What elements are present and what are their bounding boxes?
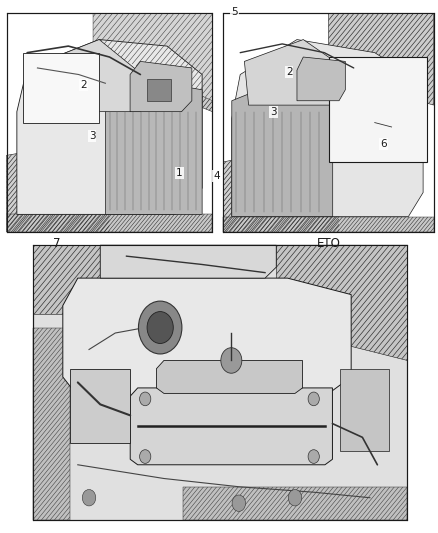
Polygon shape: [156, 360, 303, 393]
Text: 6: 6: [380, 139, 387, 149]
Text: 7: 7: [53, 237, 61, 250]
Polygon shape: [7, 144, 109, 232]
Circle shape: [140, 392, 151, 406]
Polygon shape: [33, 245, 407, 520]
Polygon shape: [183, 487, 407, 520]
Polygon shape: [33, 245, 100, 314]
Text: 1: 1: [176, 168, 183, 178]
Circle shape: [288, 489, 302, 506]
Polygon shape: [223, 149, 339, 232]
Polygon shape: [130, 61, 192, 112]
Text: 3: 3: [270, 107, 277, 117]
Circle shape: [138, 301, 182, 354]
Text: 4: 4: [213, 171, 220, 181]
Polygon shape: [147, 79, 171, 101]
Circle shape: [221, 348, 242, 373]
Polygon shape: [232, 39, 423, 216]
Circle shape: [140, 450, 151, 463]
Polygon shape: [27, 39, 161, 112]
Polygon shape: [340, 369, 389, 451]
Text: ETO: ETO: [317, 237, 340, 250]
Polygon shape: [63, 278, 351, 396]
Polygon shape: [71, 369, 130, 443]
Polygon shape: [17, 39, 202, 214]
Polygon shape: [244, 39, 360, 105]
Text: 5: 5: [231, 7, 238, 17]
Circle shape: [232, 495, 246, 511]
Circle shape: [82, 489, 96, 506]
Polygon shape: [223, 13, 434, 232]
Polygon shape: [99, 13, 212, 112]
Polygon shape: [106, 79, 202, 214]
Polygon shape: [232, 75, 333, 216]
Polygon shape: [328, 57, 427, 162]
Polygon shape: [328, 13, 434, 105]
Polygon shape: [33, 327, 71, 520]
Polygon shape: [297, 57, 345, 101]
Polygon shape: [7, 13, 212, 232]
Polygon shape: [223, 216, 434, 232]
Polygon shape: [276, 245, 407, 360]
Polygon shape: [93, 13, 212, 101]
Polygon shape: [23, 53, 99, 123]
Circle shape: [308, 450, 319, 463]
Text: 2: 2: [80, 80, 87, 90]
Text: 2: 2: [286, 67, 293, 77]
Polygon shape: [130, 388, 332, 465]
Polygon shape: [100, 245, 276, 278]
Circle shape: [308, 392, 319, 406]
Polygon shape: [7, 214, 212, 232]
Text: 3: 3: [88, 131, 95, 141]
Circle shape: [147, 312, 173, 343]
